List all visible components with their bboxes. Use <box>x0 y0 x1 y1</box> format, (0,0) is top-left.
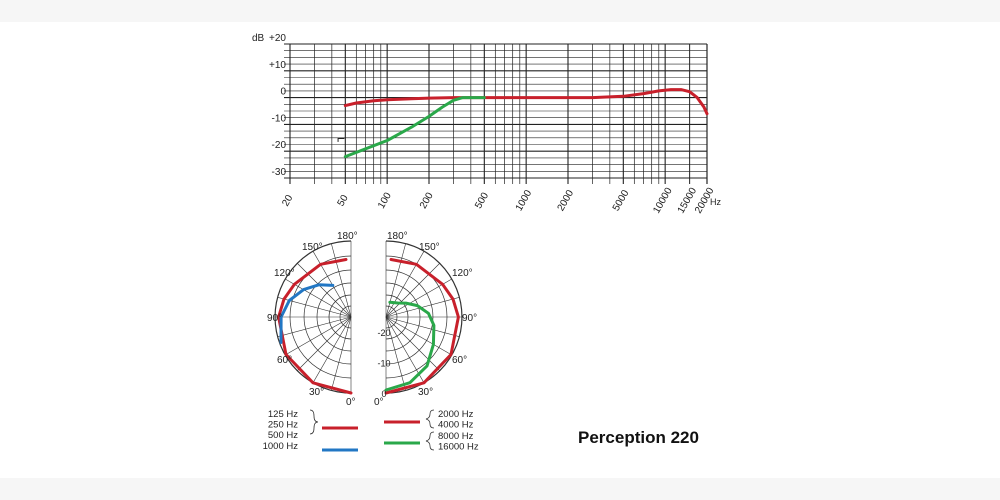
product-title: Perception 220 <box>578 428 699 447</box>
polar-spoke <box>297 263 352 318</box>
response-curve-1 <box>343 88 709 116</box>
legend-label: 500 Hz <box>268 430 298 441</box>
x-tick-label: 50 <box>336 193 351 209</box>
polar-spoke <box>385 316 425 383</box>
legend-label: 8000 Hz <box>438 431 474 442</box>
x-axis-label: Hz <box>710 197 721 207</box>
frequency-series <box>343 88 709 159</box>
radial-label: -10 <box>377 359 390 369</box>
y-tick-label: -10 <box>272 113 287 124</box>
polar-spoke <box>277 316 352 337</box>
angle-label-left: 30° <box>309 387 324 398</box>
polar-spoke <box>312 316 352 383</box>
polar-spoke <box>385 278 452 318</box>
polar-spoke <box>385 316 460 337</box>
polar-curve-3 <box>384 258 460 395</box>
polar-spoke <box>331 243 352 318</box>
angle-label-right: 180° <box>387 231 408 242</box>
polar-series <box>277 258 460 395</box>
y-tick-label: -20 <box>272 140 287 151</box>
angle-label-right: 150° <box>419 242 440 253</box>
y-axis-label: dB <box>252 33 265 44</box>
angle-label-left: 180° <box>337 231 358 242</box>
angle-label-right: 90° <box>462 313 477 324</box>
y-tick-label: 0 <box>280 87 286 98</box>
angle-label-left: 90° <box>267 313 282 324</box>
legend-label: 4000 Hz <box>438 420 474 431</box>
y-tick-label: +20 <box>269 33 286 44</box>
legend-label: 250 Hz <box>268 420 298 431</box>
polar-curve-4 <box>384 300 436 392</box>
legend-label: 16000 Hz <box>438 442 479 453</box>
y-tick-label: +10 <box>269 60 286 71</box>
angle-label-left: 60° <box>277 355 292 366</box>
polar-spoke <box>385 251 425 318</box>
polar-split <box>351 232 386 402</box>
angle-label-right: 60° <box>452 355 467 366</box>
radial-label: 0 <box>381 389 386 399</box>
polar-curve-2 <box>279 283 335 344</box>
polar-spoke <box>385 316 440 371</box>
polar-spoke <box>285 316 352 356</box>
polar-curve-1 <box>277 258 353 395</box>
bottom-band <box>0 478 1000 500</box>
response-curve-2 <box>343 96 486 159</box>
polar-spoke <box>385 316 406 391</box>
legend-label: 125 Hz <box>268 409 298 420</box>
polar-spoke <box>331 316 352 391</box>
polar-spoke <box>385 243 406 318</box>
polar-grid <box>274 232 463 402</box>
polar-spoke <box>385 263 440 318</box>
legend-label: 2000 Hz <box>438 409 474 420</box>
legend-brace <box>309 409 319 435</box>
top-band <box>0 0 1000 22</box>
angle-label-right: 0° <box>374 397 384 408</box>
polar-spoke <box>297 316 352 371</box>
polar-spoke <box>385 297 460 318</box>
legend-brace <box>425 431 435 451</box>
legend-brace <box>425 409 435 429</box>
legend-label: 1000 Hz <box>263 441 299 452</box>
frequency-grid <box>284 43 708 184</box>
filter-symbol: ⌐ <box>337 130 345 146</box>
angle-label-right: 30° <box>418 387 433 398</box>
polar-labels: 180° 180° 150° 150° 120° 120° 90° 90° 60° 60° 30° 3… <box>267 231 477 408</box>
x-tick-label: 20 <box>280 193 295 209</box>
radial-label: -20 <box>377 328 390 338</box>
angle-label-right: 120° <box>452 268 473 279</box>
y-tick-label: -30 <box>272 167 287 178</box>
polar-spoke <box>385 316 452 356</box>
angle-label-left: 0° <box>346 397 356 408</box>
polar-spoke <box>285 278 352 318</box>
angle-label-left: 150° <box>302 242 323 253</box>
angle-label-left: 120° <box>274 268 295 279</box>
